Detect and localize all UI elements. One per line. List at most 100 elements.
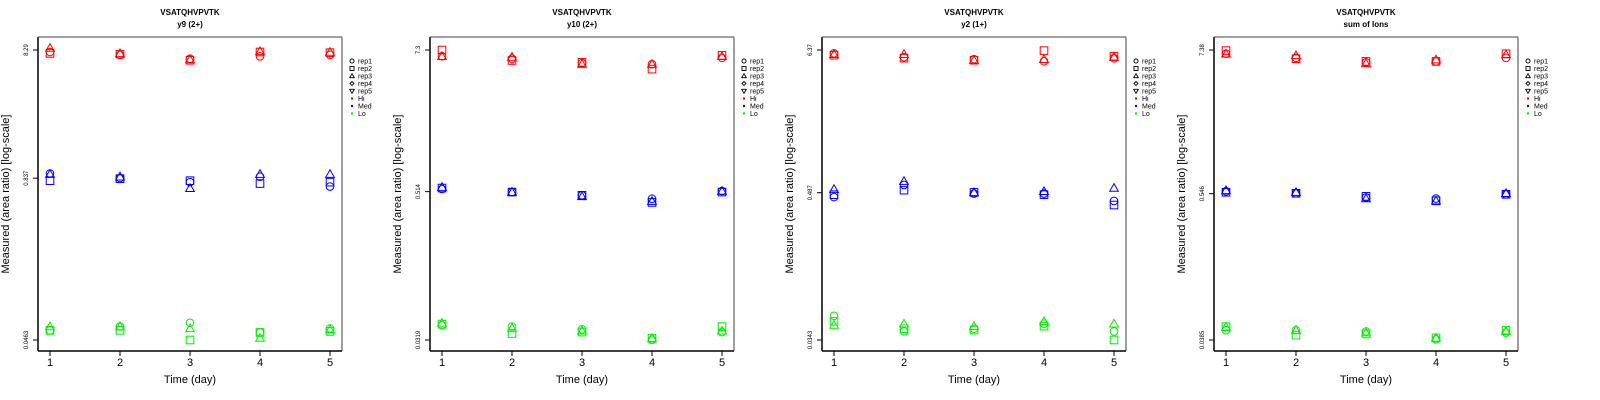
point-med-rep2 (899, 185, 909, 195)
point-med-rep3 (324, 168, 336, 178)
y-axis-label: Measured (area ratio) [log-scale] (0, 115, 12, 274)
point-hi-rep2 (325, 48, 335, 57)
point-lo-rep2 (717, 322, 727, 331)
legend-dot (1526, 97, 1530, 100)
point-lo-rep3 (324, 323, 336, 334)
legend-label: Hi (1142, 96, 1149, 103)
chart-title: VSATQHVPVTK (1336, 8, 1396, 17)
legend-label: Hi (358, 96, 365, 103)
point-hi-rep3 (898, 48, 910, 59)
y-tick-label: 8.29 (24, 44, 30, 56)
legend-label: rep1 (1534, 59, 1548, 66)
point-hi-rep3 (1430, 54, 1442, 64)
point-hi-rep3 (1220, 48, 1232, 58)
point-med-rep3 (1220, 184, 1232, 195)
legend-triangle-up-icon (740, 72, 748, 79)
legend-triangle-up-icon (1132, 72, 1140, 79)
point-med-rep3 (1290, 186, 1302, 197)
point-hi-rep2 (577, 57, 587, 67)
legend-label: rep3 (750, 74, 764, 81)
y-tick-label: 0.837 (24, 170, 30, 186)
point-hi-rep3 (1108, 51, 1120, 61)
legend-label: Med (358, 104, 372, 111)
legend-dot (350, 97, 354, 100)
x-tick-label: 3 (1363, 357, 1369, 369)
point-med-rep3 (254, 168, 266, 178)
point-lo-rep1 (1109, 327, 1119, 336)
y-tick-label: 0.0385 (1200, 330, 1206, 349)
legend-circle-icon (1133, 58, 1139, 64)
legend-circle-icon (349, 58, 355, 64)
legend-dot (350, 104, 354, 108)
legend-square-icon (1525, 66, 1531, 71)
x-axis-label: Time (day) (1340, 374, 1392, 386)
legend-dot (1526, 112, 1530, 115)
point-lo-rep3 (114, 321, 126, 331)
point-lo-rep2 (115, 326, 125, 335)
legend-dot (350, 112, 354, 115)
point-lo-rep3 (1038, 315, 1050, 326)
chart-title: VSATQHVPVTK (944, 8, 1004, 17)
point-hi-rep1 (1431, 57, 1441, 66)
point-med-rep2 (647, 198, 657, 207)
legend-circle-icon (741, 58, 747, 64)
legend-label: Med (1142, 104, 1156, 111)
point-lo-rep3 (1360, 327, 1372, 337)
legend-triangle-down-icon (1132, 88, 1140, 95)
chart-subtitle: y10 (2+) (567, 20, 597, 29)
x-axis-label: Time (day) (948, 374, 1000, 386)
point-lo-rep3 (506, 322, 518, 332)
x-tick-label: 1 (439, 357, 445, 369)
point-med-rep3 (898, 175, 910, 185)
point-hi-rep3 (968, 54, 980, 64)
legend-diamond-icon (349, 80, 355, 87)
point-med-rep1 (899, 180, 909, 190)
legend-label: rep3 (1142, 74, 1156, 81)
chart-subtitle: y2 (1+) (961, 20, 987, 29)
legend-dot (1526, 104, 1530, 108)
legend-label: rep1 (358, 59, 372, 66)
x-tick-label: 4 (649, 357, 655, 369)
x-tick-label: 5 (1503, 357, 1509, 369)
legend-dot (1134, 104, 1138, 108)
y-tick-label: 0.546 (1200, 186, 1206, 202)
point-med-rep3 (828, 183, 840, 193)
point-hi-rep2 (115, 49, 125, 59)
point-hi-rep3 (324, 46, 336, 56)
legend-label: rep1 (1142, 59, 1156, 66)
legend-label: rep2 (358, 66, 372, 73)
point-lo-rep1 (829, 311, 839, 321)
point-lo-rep2 (437, 319, 447, 329)
point-hi-rep2 (1221, 46, 1231, 55)
y-tick-label: 7.38 (1200, 44, 1206, 56)
point-med-rep2 (255, 179, 265, 188)
point-med-rep2 (1109, 200, 1119, 210)
panel-1: VSATQHVPVTK y9 (2+) 8.29 0.837 0.0463 1 2 3 4 5 Ti… (0, 8, 372, 386)
point-lo-rep2 (1291, 330, 1301, 340)
legend-diamond-icon (1133, 80, 1139, 87)
x-tick-label: 5 (1111, 357, 1117, 369)
point-med-rep3 (716, 185, 728, 195)
point-lo-rep3 (898, 318, 910, 328)
point-lo-rep2 (829, 317, 839, 326)
point-lo-rep2 (255, 328, 265, 337)
point-hi-rep2 (45, 49, 55, 58)
legend-diamond-icon (1525, 80, 1531, 87)
x-tick-label: 4 (1433, 357, 1439, 369)
point-hi-rep2 (899, 53, 909, 63)
point-med-rep3 (184, 182, 196, 192)
legend-label: Med (1534, 104, 1548, 111)
point-lo-rep1 (647, 335, 657, 345)
legend-dot (742, 112, 746, 115)
point-hi-rep3 (44, 42, 56, 52)
legend-label: rep2 (1534, 66, 1548, 73)
point-med-rep3 (968, 187, 980, 197)
point-hi-rep2 (437, 45, 447, 55)
point-lo-rep2 (899, 324, 909, 334)
point-med-rep3 (1500, 187, 1512, 198)
point-med-rep1 (829, 192, 839, 202)
legend-label: rep4 (1142, 81, 1156, 88)
point-hi-rep2 (647, 64, 657, 74)
